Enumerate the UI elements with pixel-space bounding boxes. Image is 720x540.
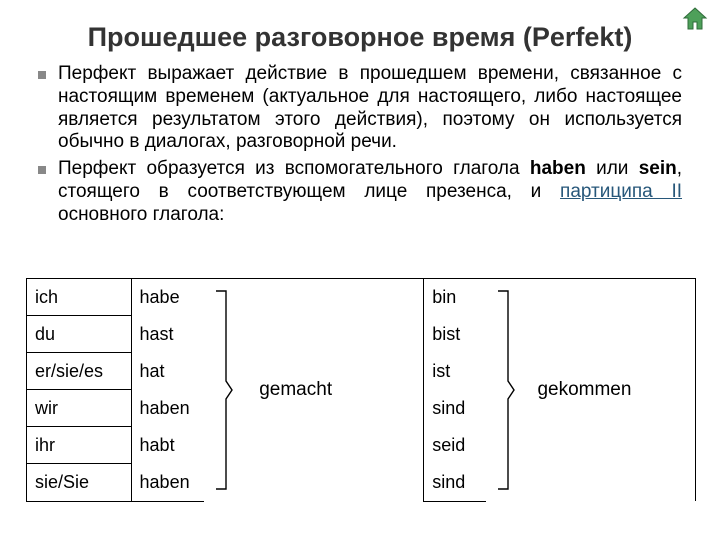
aux-haben-cell: haben (131, 390, 204, 427)
home-icon[interactable] (682, 6, 708, 32)
aux-sein-cell: ist (424, 353, 487, 390)
participle-label: gekommen (537, 379, 631, 401)
bullet-strong: haben (530, 158, 586, 179)
slide-title: Прошедшее разговорное время (Perfekt) (0, 0, 720, 59)
bullet-item: Перфект образуется из вспомогательного г… (38, 158, 682, 226)
pronoun-cell: sie/Sie (27, 464, 132, 501)
aux-sein-cell: sind (424, 390, 487, 427)
aux-haben-cell: hast (131, 316, 204, 353)
bullet-text-part: основного глагола: (58, 204, 224, 225)
pronoun-cell: ihr (27, 427, 132, 464)
aux-sein-cell: bist (424, 316, 487, 353)
table-row: ich habe gemacht bin gekommen (27, 279, 696, 316)
aux-haben-cell: haben (131, 464, 204, 501)
bullet-item: Перфект выражает действие в прошедшем вр… (38, 63, 682, 154)
aux-haben-cell: habt (131, 427, 204, 464)
pronoun-cell: ich (27, 279, 132, 316)
aux-sein-cell: bin (424, 279, 487, 316)
participle-cell: gemacht (204, 279, 424, 502)
participle-label: gemacht (259, 379, 332, 401)
pronoun-cell: du (27, 316, 132, 353)
bracket-icon (494, 285, 518, 495)
bullet-marker (38, 71, 46, 79)
aux-haben-cell: hat (131, 353, 204, 390)
slide: Прошедшее разговорное время (Perfekt) Пе… (0, 0, 720, 540)
pronoun-cell: er/sie/es (27, 353, 132, 390)
bracket-icon (212, 285, 236, 495)
bullet-text-part: или (586, 158, 639, 179)
bullet-text-part: Перфект образуется из вспомогательного г… (58, 158, 530, 179)
bullet-text: Перфект образуется из вспомогательного г… (58, 158, 682, 226)
aux-sein-cell: sind (424, 464, 487, 501)
aux-sein-cell: seid (424, 427, 487, 464)
bullet-text: Перфект выражает действие в прошедшем вр… (58, 63, 682, 154)
pronoun-cell: wir (27, 390, 132, 427)
bullet-strong: sein (639, 158, 677, 179)
aux-haben-cell: habe (131, 279, 204, 316)
bullet-marker (38, 166, 46, 174)
participle-cell: gekommen (486, 279, 695, 502)
participle-link[interactable]: партиципа II (560, 181, 682, 202)
bullet-list: Перфект выражает действие в прошедшем вр… (0, 59, 720, 227)
conjugation-table: ich habe gemacht bin gekommen du (26, 278, 696, 502)
